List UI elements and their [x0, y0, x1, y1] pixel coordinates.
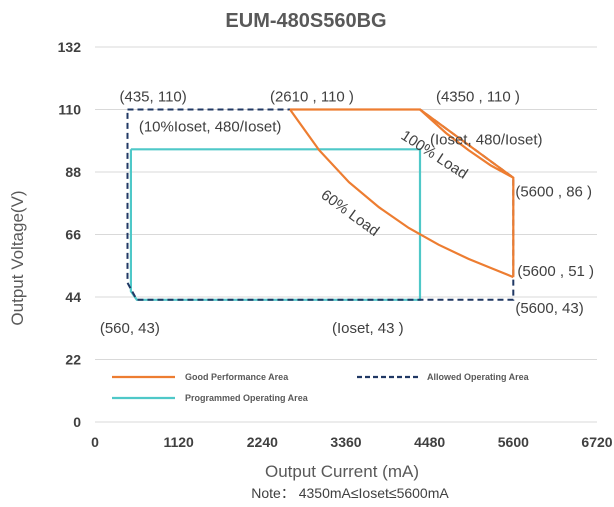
- point-label-8: (Ioset, 43 ): [332, 320, 404, 337]
- y-tick-0: 0: [73, 414, 81, 430]
- x-axis-label: Output Current (mA): [265, 462, 419, 481]
- x-tick-5600: 5600: [498, 434, 529, 450]
- point-label-4: (Ioset, 480/Ioset): [430, 131, 543, 148]
- point-label-5: (5600 , 86 ): [515, 184, 592, 201]
- y-tick-66: 66: [65, 227, 81, 243]
- x-tick-labels: 0 1120 2240 3360 4480 5600 6720: [91, 434, 613, 450]
- curve-label-60-load: 60% Load: [318, 186, 383, 239]
- chart-title: EUM-480S560BG: [225, 10, 386, 32]
- y-tick-22: 22: [65, 352, 81, 368]
- point-label-7: (5600, 43): [515, 300, 583, 317]
- point-label-3: (10%Ioset, 480/Ioset): [139, 118, 282, 135]
- good-performance-area-line: [290, 108, 515, 278]
- legend: Good Performance Area Allowed Operating A…: [112, 372, 530, 403]
- x-tick-4480: 4480: [414, 434, 445, 450]
- legend-label-0: Good Performance Area: [185, 372, 289, 382]
- y-tick-88: 88: [65, 164, 81, 180]
- x-tick-6720: 6720: [581, 434, 612, 450]
- x-tick-0: 0: [91, 434, 99, 450]
- load-curve-60: [419, 108, 514, 179]
- point-label-0: (435, 110): [119, 89, 186, 106]
- x-tick-1120: 1120: [163, 434, 194, 450]
- point-label-2: (4350 , 110 ): [436, 89, 520, 106]
- legend-label-2: Programmed Operating Area: [185, 393, 309, 403]
- chart-note: Note： 4350mA≤Ioset≤5600mA: [251, 485, 449, 501]
- x-tick-2240: 2240: [247, 434, 278, 450]
- point-label-1: (2610 , 110 ): [270, 89, 354, 106]
- legend-label-1: Allowed Operating Area: [427, 372, 530, 382]
- point-annotations: (435, 110) (2610 , 110 ) (4350 , 110 ) (10%…: [100, 89, 594, 337]
- load-curve-100: [289, 108, 514, 279]
- y-tick-110: 110: [58, 102, 81, 118]
- y-tick-labels: 0 22 44 66 88 110 132: [58, 39, 82, 430]
- point-label-9: (560, 43): [100, 320, 160, 337]
- y-axis-label: Output Voltage(V): [8, 190, 27, 325]
- y-tick-44: 44: [65, 289, 81, 305]
- point-label-6: (5600 , 51 ): [517, 263, 594, 280]
- x-tick-3360: 3360: [330, 434, 361, 450]
- series-group: [126, 108, 515, 301]
- y-tick-132: 132: [58, 39, 82, 55]
